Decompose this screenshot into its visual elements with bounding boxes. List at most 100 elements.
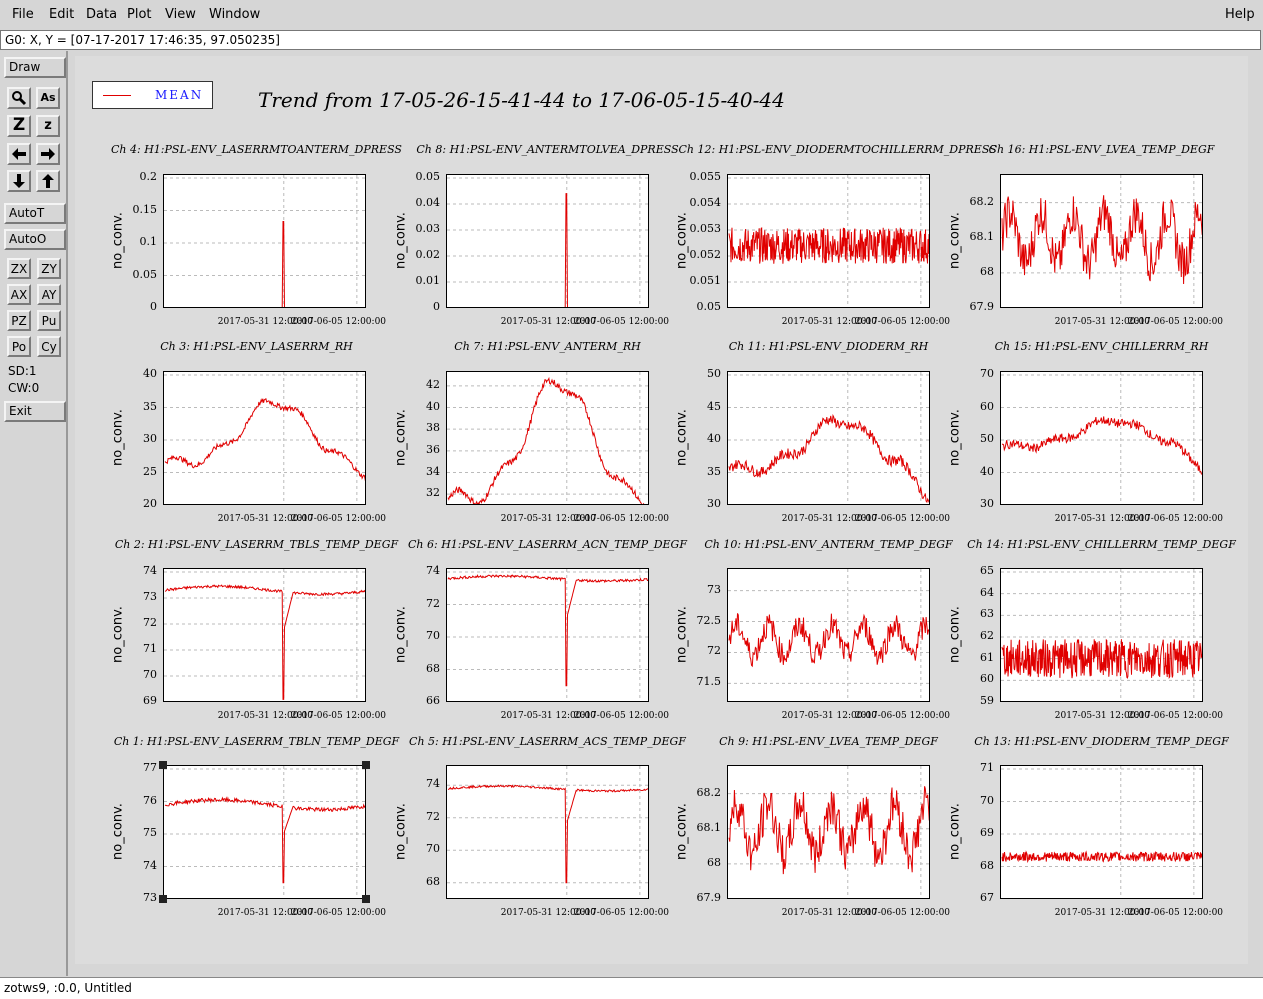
- status-bar: zotws9, :0.0, Untitled: [0, 977, 1263, 999]
- y-tick-label: 77: [143, 761, 157, 774]
- autoo-button[interactable]: AutoO: [4, 229, 66, 250]
- y-tick-label: 0.04: [415, 196, 441, 209]
- y-tick-label: 73: [143, 590, 157, 603]
- y-tick-label: 40: [143, 367, 157, 380]
- y-tick-label: 0.15: [132, 202, 158, 216]
- y-tick-label: 67: [980, 891, 994, 904]
- chart-plot-frame[interactable]: [1000, 174, 1203, 308]
- autot-button[interactable]: AutoT: [4, 203, 66, 224]
- chart-svg: [447, 569, 648, 701]
- chart-svg: [728, 569, 929, 701]
- zx-button[interactable]: ZX: [7, 258, 31, 279]
- ax-button[interactable]: AX: [7, 284, 31, 305]
- chart-svg: [164, 569, 365, 701]
- y-axis-label: no_conv.: [110, 606, 126, 663]
- y-tick-label: 68: [980, 264, 994, 278]
- chart-svg: [728, 766, 929, 898]
- x-tick-label: 2017-05-31 12:00:00: [217, 908, 313, 918]
- y-tick-label: 0.055: [689, 170, 722, 183]
- magnify-button[interactable]: [7, 87, 31, 109]
- y-axis-label: no_conv.: [947, 606, 963, 663]
- mean-series-line: [728, 413, 929, 504]
- chart-plot-frame[interactable]: [727, 765, 930, 899]
- menu-file[interactable]: File: [12, 7, 34, 22]
- x-tick-label: 2017-05-31 12:00:00: [217, 514, 313, 524]
- chart-plot-frame[interactable]: [163, 371, 366, 505]
- pan-up-button[interactable]: [36, 170, 60, 192]
- menu-help[interactable]: Help: [1225, 7, 1255, 22]
- chart-plot-frame[interactable]: [727, 568, 930, 702]
- zoom-big-button[interactable]: Z: [7, 115, 31, 137]
- x-tick-label: 2017-05-31 12:00:00: [781, 711, 877, 721]
- chart-plot-frame[interactable]: [727, 371, 930, 505]
- chart-title: Ch 4: H1:PSL-ENV_LASERRMTOANTERM_DPRESS: [111, 143, 402, 156]
- y-tick-label: 63: [980, 607, 994, 621]
- y-tick-label: 0.053: [689, 222, 722, 235]
- zoom-small-button[interactable]: z: [36, 115, 60, 137]
- chart-plot-frame[interactable]: [163, 765, 366, 899]
- y-tick-label: 72: [426, 809, 440, 823]
- pu-button[interactable]: Pu: [37, 310, 61, 331]
- chart-title: Ch 9: H1:PSL-ENV_LVEA_TEMP_DEGF: [719, 735, 938, 748]
- x-tick-label: 2017-05-31 12:00:00: [1054, 514, 1150, 524]
- mean-series-line: [447, 784, 648, 884]
- y-tick-label: 0.01: [415, 274, 441, 287]
- selection-handle[interactable]: [159, 895, 167, 903]
- selection-handle[interactable]: [159, 761, 167, 769]
- y-axis-label: no_conv.: [674, 212, 690, 269]
- cy-button[interactable]: Cy: [37, 336, 61, 357]
- pan-down-button[interactable]: [7, 170, 31, 192]
- x-tick-label: 2017-06-05 12:00:00: [854, 317, 951, 327]
- selection-handle[interactable]: [362, 895, 370, 903]
- y-tick-label: 73: [707, 582, 721, 596]
- menu-view[interactable]: View: [165, 7, 196, 22]
- menu-plot[interactable]: Plot: [127, 7, 152, 22]
- chart-svg: [164, 372, 365, 504]
- y-tick-label: 70: [426, 629, 440, 642]
- pz-button[interactable]: PZ: [7, 310, 31, 331]
- chart-plot-frame[interactable]: [163, 174, 366, 308]
- ay-button[interactable]: AY: [37, 284, 61, 305]
- po-button[interactable]: Po: [7, 336, 31, 357]
- ascii-button[interactable]: As: [36, 87, 60, 109]
- y-tick-label: 0: [150, 300, 157, 313]
- x-tick-label: 2017-06-05 12:00:00: [290, 908, 387, 918]
- chart-svg: [1001, 766, 1202, 898]
- selection-handle[interactable]: [362, 761, 370, 769]
- chart-plot-frame[interactable]: [1000, 765, 1203, 899]
- y-tick-label: 30: [980, 497, 994, 510]
- chart-plot-frame[interactable]: [446, 765, 649, 899]
- y-tick-label: 64: [980, 585, 994, 599]
- y-tick-label: 0.05: [696, 300, 722, 313]
- chart-plot-frame[interactable]: [446, 371, 649, 505]
- y-tick-label: 70: [980, 367, 994, 380]
- chart-title: Ch 6: H1:PSL-ENV_LASERRM_ACN_TEMP_DEGF: [408, 538, 687, 551]
- y-tick-label: 61: [980, 650, 994, 664]
- status-text: zotws9, :0.0, Untitled: [4, 981, 132, 995]
- mean-series-line: [1001, 195, 1202, 285]
- y-tick-label: 40: [707, 432, 721, 445]
- chart-title: Ch 12: H1:PSL-ENV_DIODERMTOCHILLERRM_DPR…: [678, 143, 997, 156]
- exit-button[interactable]: Exit: [4, 401, 66, 422]
- pan-left-button[interactable]: [7, 143, 31, 165]
- zy-button[interactable]: ZY: [37, 258, 61, 279]
- chart-plot-frame[interactable]: [446, 174, 649, 308]
- mean-series-line: [1001, 850, 1202, 864]
- chart-plot-frame[interactable]: [1000, 371, 1203, 505]
- x-tick-label: 2017-05-31 12:00:00: [500, 908, 596, 918]
- chart-plot-frame[interactable]: [163, 568, 366, 702]
- cw-readout: CW:0: [8, 381, 40, 395]
- chart-plot-frame[interactable]: [727, 174, 930, 308]
- draw-button[interactable]: Draw: [4, 57, 66, 78]
- menu-window[interactable]: Window: [209, 7, 261, 22]
- chart-svg: [728, 175, 929, 307]
- chart-svg: [728, 372, 929, 504]
- y-tick-label: 40: [980, 464, 994, 478]
- pan-right-button[interactable]: [36, 143, 60, 165]
- chart-plot-frame[interactable]: [446, 568, 649, 702]
- menu-edit[interactable]: Edit: [49, 7, 75, 22]
- chart-plot-frame[interactable]: [1000, 568, 1203, 702]
- chart-title: Ch 14: H1:PSL-ENV_CHILLERRM_TEMP_DEGF: [967, 538, 1236, 551]
- menu-data[interactable]: Data: [86, 7, 118, 22]
- y-tick-label: 40: [426, 399, 440, 413]
